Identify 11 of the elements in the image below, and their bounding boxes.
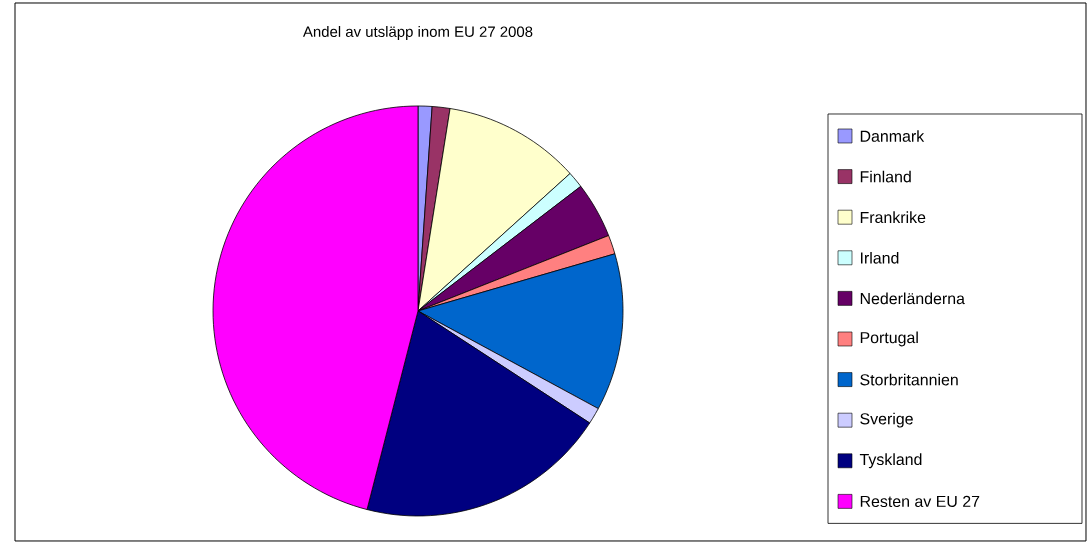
chart-title: Andel av utsläpp inom EU 27 2008: [302, 26, 533, 40]
legend-label: Irland: [860, 251, 899, 264]
legend-label: Frankrike: [860, 211, 926, 224]
legend-label: Tyskland: [859, 453, 922, 469]
legend-label: Portugal: [860, 331, 918, 347]
legend-label: Storbritannien: [860, 373, 958, 386]
legend-label: Resten av EU 27: [860, 495, 980, 508]
legend-label: Nederländerna: [860, 292, 965, 305]
legend-label: Finland: [860, 170, 911, 183]
legend-label: Danmark: [860, 130, 925, 142]
legend-label: Sverige: [860, 412, 913, 428]
